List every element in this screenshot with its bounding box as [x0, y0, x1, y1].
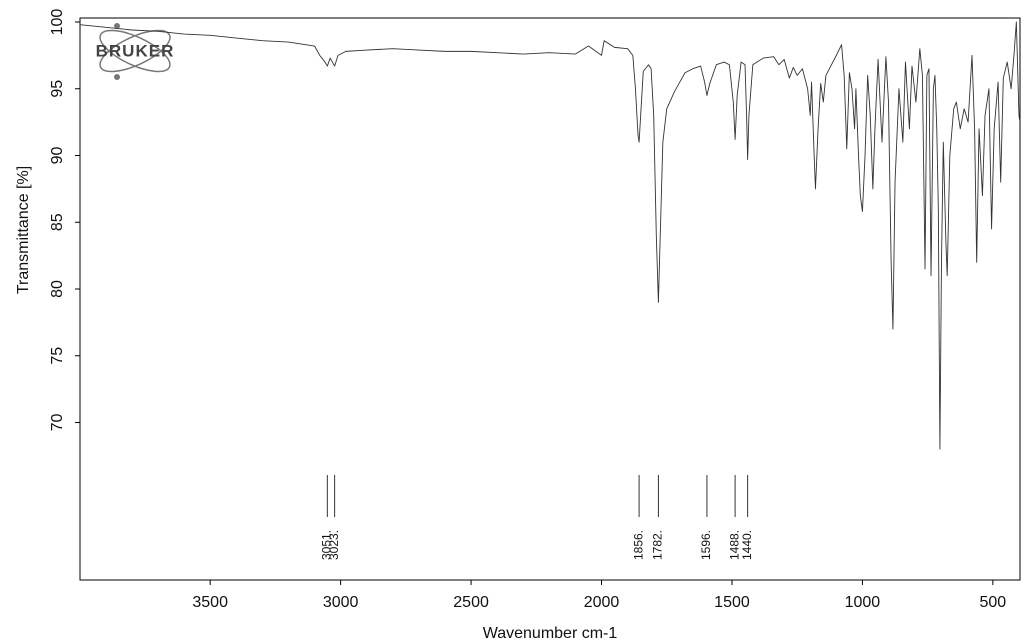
y-tick-label: 80 — [49, 280, 66, 298]
y-axis-label: Transmittance [%] — [15, 166, 32, 294]
x-tick-label: 2000 — [584, 594, 620, 611]
logo-dot — [114, 23, 120, 29]
x-tick-label: 1000 — [845, 594, 881, 611]
x-tick-label: 1500 — [714, 594, 750, 611]
peak-label: 1488. — [727, 530, 741, 560]
peak-label: 1440. — [740, 530, 754, 560]
logo-orbit — [99, 29, 171, 73]
x-axis-label: Wavenumber cm-1 — [483, 625, 618, 642]
spectrum-line — [79, 21, 1021, 450]
y-tick-label: 75 — [49, 347, 66, 365]
peak-label: 1596. — [699, 530, 713, 560]
x-tick-label: 500 — [980, 594, 1007, 611]
y-tick-label: 85 — [49, 213, 66, 231]
logo: BRUKER — [96, 23, 175, 80]
y-tick-label: 70 — [49, 413, 66, 431]
y-tick-label: 90 — [49, 146, 66, 164]
x-tick-label: 3000 — [323, 594, 359, 611]
x-tick-label: 3500 — [192, 594, 228, 611]
logo-dot — [114, 74, 120, 80]
x-tick-label: 2500 — [453, 594, 489, 611]
peak-label: 3051. — [319, 530, 333, 560]
logo-orbit — [99, 29, 171, 73]
plot-frame — [79, 17, 1021, 581]
peak-label: 3023. — [327, 530, 341, 560]
logo-text: BRUKER — [96, 41, 175, 60]
y-tick-label: 95 — [49, 80, 66, 98]
peak-label: 1782. — [651, 530, 665, 560]
peak-label: 1856. — [631, 530, 645, 560]
y-tick-label: 100 — [49, 9, 66, 36]
